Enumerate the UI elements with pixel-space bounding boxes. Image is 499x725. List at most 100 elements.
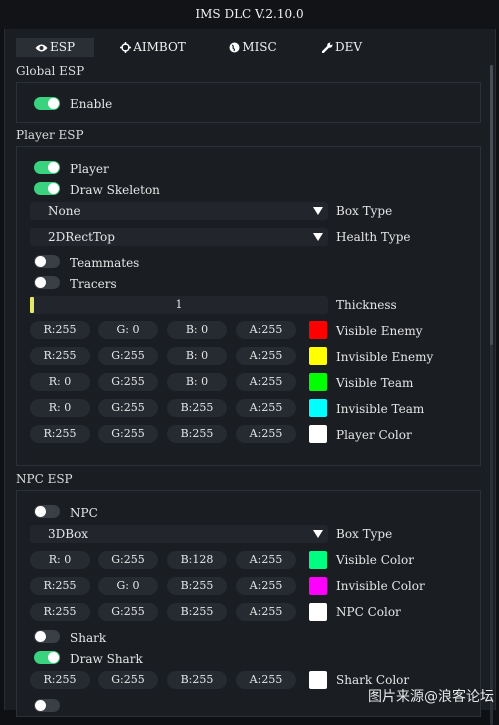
npc-visible-label: Visible Color (336, 553, 414, 567)
npc-toggle[interactable] (34, 505, 60, 518)
npc-color-r[interactable]: R:255 (30, 603, 90, 621)
invisible-enemy-swatch[interactable] (309, 347, 327, 365)
npc-invisible-b[interactable]: B:255 (167, 577, 227, 595)
npc-invisible-g[interactable]: G: 0 (98, 577, 158, 595)
box-type-label: Box Type (336, 204, 393, 218)
draw-skeleton-label: Draw Skeleton (70, 183, 160, 197)
npc-visible-a[interactable]: A:255 (236, 551, 296, 569)
player-toggle[interactable] (34, 161, 60, 174)
invisible-team-b[interactable]: B:255 (167, 399, 227, 417)
shark-color-g[interactable]: G:255 (98, 671, 158, 689)
npc-invisible-a[interactable]: A:255 (236, 577, 296, 595)
eye-icon (35, 44, 48, 52)
npc-label: NPC (70, 506, 98, 520)
visible-enemy-r[interactable]: R:255 (30, 321, 90, 339)
visible-team-label: Visible Team (336, 376, 414, 390)
thickness-value: 1 (175, 298, 183, 311)
player-color-a[interactable]: A:255 (236, 425, 296, 443)
box-type-value: None (48, 204, 81, 218)
thickness-slider-handle[interactable] (30, 297, 34, 313)
npc-visible-g[interactable]: G:255 (98, 551, 158, 569)
window-title: IMS DLC V.2.10.0 (0, 0, 499, 29)
npc-visible-swatch[interactable] (309, 551, 327, 569)
global-esp-group (16, 82, 481, 123)
shark-toggle[interactable] (34, 630, 60, 643)
npc-color-b[interactable]: B:255 (167, 603, 227, 621)
tracers-label: Tracers (70, 277, 117, 291)
player-color-r[interactable]: R:255 (30, 425, 90, 443)
teammates-label: Teammates (70, 256, 140, 270)
enable-toggle[interactable] (34, 97, 60, 110)
invisible-team-a[interactable]: A:255 (236, 399, 296, 417)
wrench-icon (321, 42, 333, 54)
tab-dev[interactable]: DEV (320, 38, 364, 57)
tracers-toggle[interactable] (34, 276, 60, 289)
npc-invisible-label: Invisible Color (336, 579, 425, 593)
shark-color-a[interactable]: A:255 (236, 671, 296, 689)
invisible-team-g[interactable]: G:255 (98, 399, 158, 417)
npc-box-type-label: Box Type (336, 527, 393, 541)
chevron-down-icon (313, 233, 323, 241)
invisible-team-swatch[interactable] (309, 399, 327, 417)
visible-enemy-g[interactable]: G: 0 (98, 321, 158, 339)
npc-color-swatch[interactable] (309, 603, 327, 621)
tab-misc[interactable]: MISC (228, 38, 278, 57)
invisible-enemy-r[interactable]: R:255 (30, 347, 90, 365)
invisible-enemy-b[interactable]: B: 0 (167, 347, 227, 365)
npc-color-a[interactable]: A:255 (236, 603, 296, 621)
tab-label: DEV (334, 40, 363, 54)
invisible-enemy-g[interactable]: G:255 (98, 347, 158, 365)
animal-toggle[interactable] (34, 699, 60, 712)
player-color-b[interactable]: B:255 (167, 425, 227, 443)
tab-label: MISC (242, 40, 277, 54)
npc-visible-r[interactable]: R: 0 (30, 551, 90, 569)
teammates-toggle[interactable] (34, 255, 60, 268)
visible-team-b[interactable]: B: 0 (167, 373, 227, 391)
visible-enemy-b[interactable]: B: 0 (167, 321, 227, 339)
shark-color-swatch[interactable] (309, 671, 327, 689)
section-title-player-esp: Player ESP (16, 128, 84, 142)
npc-invisible-swatch[interactable] (309, 577, 327, 595)
draw-skeleton-toggle[interactable] (34, 182, 60, 195)
chevron-down-icon (313, 207, 323, 215)
box-type-dropdown[interactable]: None (30, 202, 328, 220)
enable-label: Enable (70, 97, 113, 111)
visible-team-g[interactable]: G:255 (98, 373, 158, 391)
npc-visible-b[interactable]: B:128 (167, 551, 227, 569)
npc-box-type-value: 3DBox (48, 527, 89, 541)
scrollbar-thumb[interactable] (490, 65, 493, 345)
visible-team-a[interactable]: A:255 (236, 373, 296, 391)
npc-box-type-dropdown[interactable]: 3DBox (30, 525, 328, 543)
visible-enemy-swatch[interactable] (309, 321, 327, 339)
shark-color-r[interactable]: R:255 (30, 671, 90, 689)
health-type-dropdown[interactable]: 2DRectTop (30, 228, 328, 246)
player-color-swatch[interactable] (309, 425, 327, 443)
draw-shark-label: Draw Shark (70, 652, 143, 666)
tab-aimbot[interactable]: AIMBOT (118, 38, 188, 57)
draw-shark-toggle[interactable] (34, 651, 60, 664)
section-title-global-esp: Global ESP (16, 64, 85, 78)
thickness-slider[interactable]: 1 (30, 296, 328, 314)
scrollbar[interactable] (490, 65, 493, 725)
npc-color-label: NPC Color (336, 605, 401, 619)
visible-enemy-a[interactable]: A:255 (236, 321, 296, 339)
invisible-enemy-a[interactable]: A:255 (236, 347, 296, 365)
invisible-team-r[interactable]: R: 0 (30, 399, 90, 417)
player-label: Player (70, 162, 109, 176)
visible-team-r[interactable]: R: 0 (30, 373, 90, 391)
tab-label: ESP (49, 40, 76, 54)
watermark-text: 图片来源@浪客论坛 (368, 689, 494, 705)
player-color-g[interactable]: G:255 (98, 425, 158, 443)
shark-color-label: Shark Color (336, 673, 410, 687)
shark-color-b[interactable]: B:255 (167, 671, 227, 689)
visible-enemy-label: Visible Enemy (336, 324, 423, 338)
npc-color-g[interactable]: G:255 (98, 603, 158, 621)
invisible-team-label: Invisible Team (336, 402, 425, 416)
tab-esp[interactable]: ESP (16, 38, 94, 57)
crosshair-icon (120, 42, 132, 53)
npc-invisible-r[interactable]: R:255 (30, 577, 90, 595)
health-type-value: 2DRectTop (48, 230, 115, 244)
health-type-label: Health Type (336, 230, 411, 244)
thickness-label: Thickness (336, 298, 397, 312)
visible-team-swatch[interactable] (309, 373, 327, 391)
